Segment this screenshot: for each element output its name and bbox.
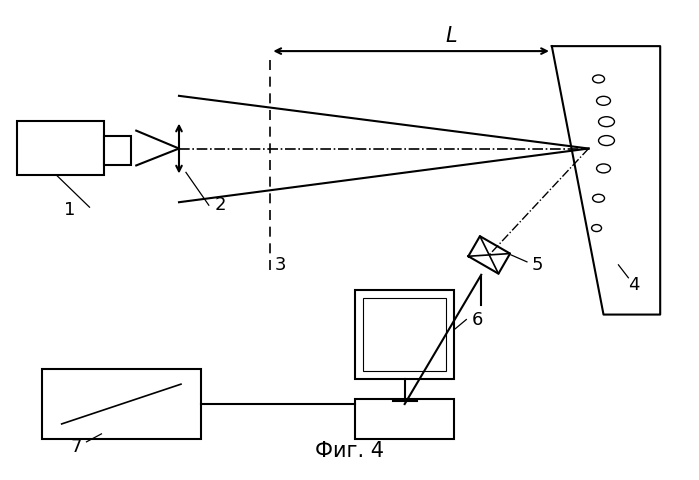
Ellipse shape [591, 225, 602, 231]
Bar [355, 399, 454, 439]
Ellipse shape [596, 96, 610, 105]
Text: 3: 3 [275, 256, 286, 274]
Text: 6: 6 [472, 311, 483, 328]
Bar [363, 298, 447, 371]
Text: 2: 2 [215, 196, 226, 214]
Bar [104, 136, 131, 166]
Bar [355, 290, 454, 379]
Ellipse shape [598, 136, 614, 145]
Text: L: L [445, 26, 456, 46]
Bar [17, 120, 104, 175]
Bar [42, 369, 201, 439]
Text: 1: 1 [64, 201, 75, 219]
Text: 7: 7 [71, 438, 82, 456]
Ellipse shape [598, 117, 614, 127]
Text: 5: 5 [531, 256, 542, 274]
Text: Фиг. 4: Фиг. 4 [315, 441, 384, 461]
Ellipse shape [596, 164, 610, 173]
Ellipse shape [593, 75, 605, 83]
Ellipse shape [593, 194, 605, 202]
Text: 4: 4 [628, 276, 639, 294]
